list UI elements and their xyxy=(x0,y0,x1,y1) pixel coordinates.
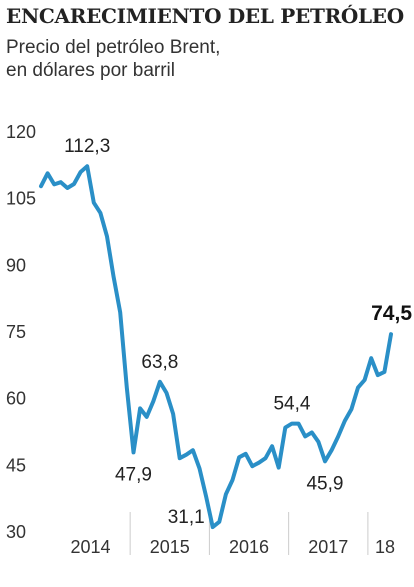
x-tick-label: 2014 xyxy=(71,537,111,557)
y-tick-label: 60 xyxy=(6,389,26,409)
y-tick-label: 45 xyxy=(6,455,26,475)
data-label: 74,5 xyxy=(371,302,412,325)
y-tick-label: 30 xyxy=(6,522,26,542)
chart-title: ENCARECIMIENTO DEL PETRÓLEO xyxy=(6,4,404,28)
chart-subtitle: Precio del petróleo Brent, en dólares po… xyxy=(6,36,220,82)
data-label: 47,9 xyxy=(115,464,152,485)
y-tick-label: 90 xyxy=(6,255,26,275)
data-label: 31,1 xyxy=(168,507,205,528)
x-tick-label: 2017 xyxy=(308,537,348,557)
data-label: 54,4 xyxy=(273,394,310,415)
y-tick-label: 105 xyxy=(6,189,36,209)
data-label: 45,9 xyxy=(306,473,343,494)
x-tick-label: 2015 xyxy=(150,537,190,557)
data-label: 63,8 xyxy=(141,352,178,373)
brent-price-line xyxy=(39,164,393,530)
x-tick-label: 18 xyxy=(375,537,395,557)
data-label: 112,3 xyxy=(64,136,110,157)
y-tick-label: 75 xyxy=(6,322,26,342)
y-tick-label: 120 xyxy=(6,122,36,142)
subtitle-line-2: en dólares por barril xyxy=(6,60,175,81)
x-tick-label: 2016 xyxy=(229,537,269,557)
subtitle-line-1: Precio del petróleo Brent, xyxy=(6,37,221,58)
